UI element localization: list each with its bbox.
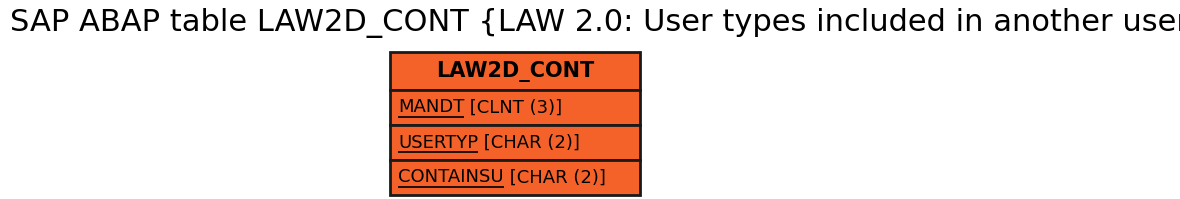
Text: [CHAR (2)]: [CHAR (2)] bbox=[504, 169, 605, 186]
Bar bbox=[391, 125, 640, 160]
Bar bbox=[391, 90, 640, 125]
Text: [CHAR (2)]: [CHAR (2)] bbox=[478, 134, 581, 151]
Bar bbox=[391, 52, 640, 90]
Text: SAP ABAP table LAW2D_CONT {LAW 2.0: User types included in another user type}: SAP ABAP table LAW2D_CONT {LAW 2.0: User… bbox=[9, 8, 1180, 38]
Text: CONTAINSU: CONTAINSU bbox=[398, 169, 504, 186]
Text: USERTYP: USERTYP bbox=[398, 134, 478, 151]
Text: [CLNT (3)]: [CLNT (3)] bbox=[465, 99, 563, 116]
Bar bbox=[391, 160, 640, 195]
Text: MANDT: MANDT bbox=[398, 99, 465, 116]
Text: LAW2D_CONT: LAW2D_CONT bbox=[435, 60, 594, 82]
